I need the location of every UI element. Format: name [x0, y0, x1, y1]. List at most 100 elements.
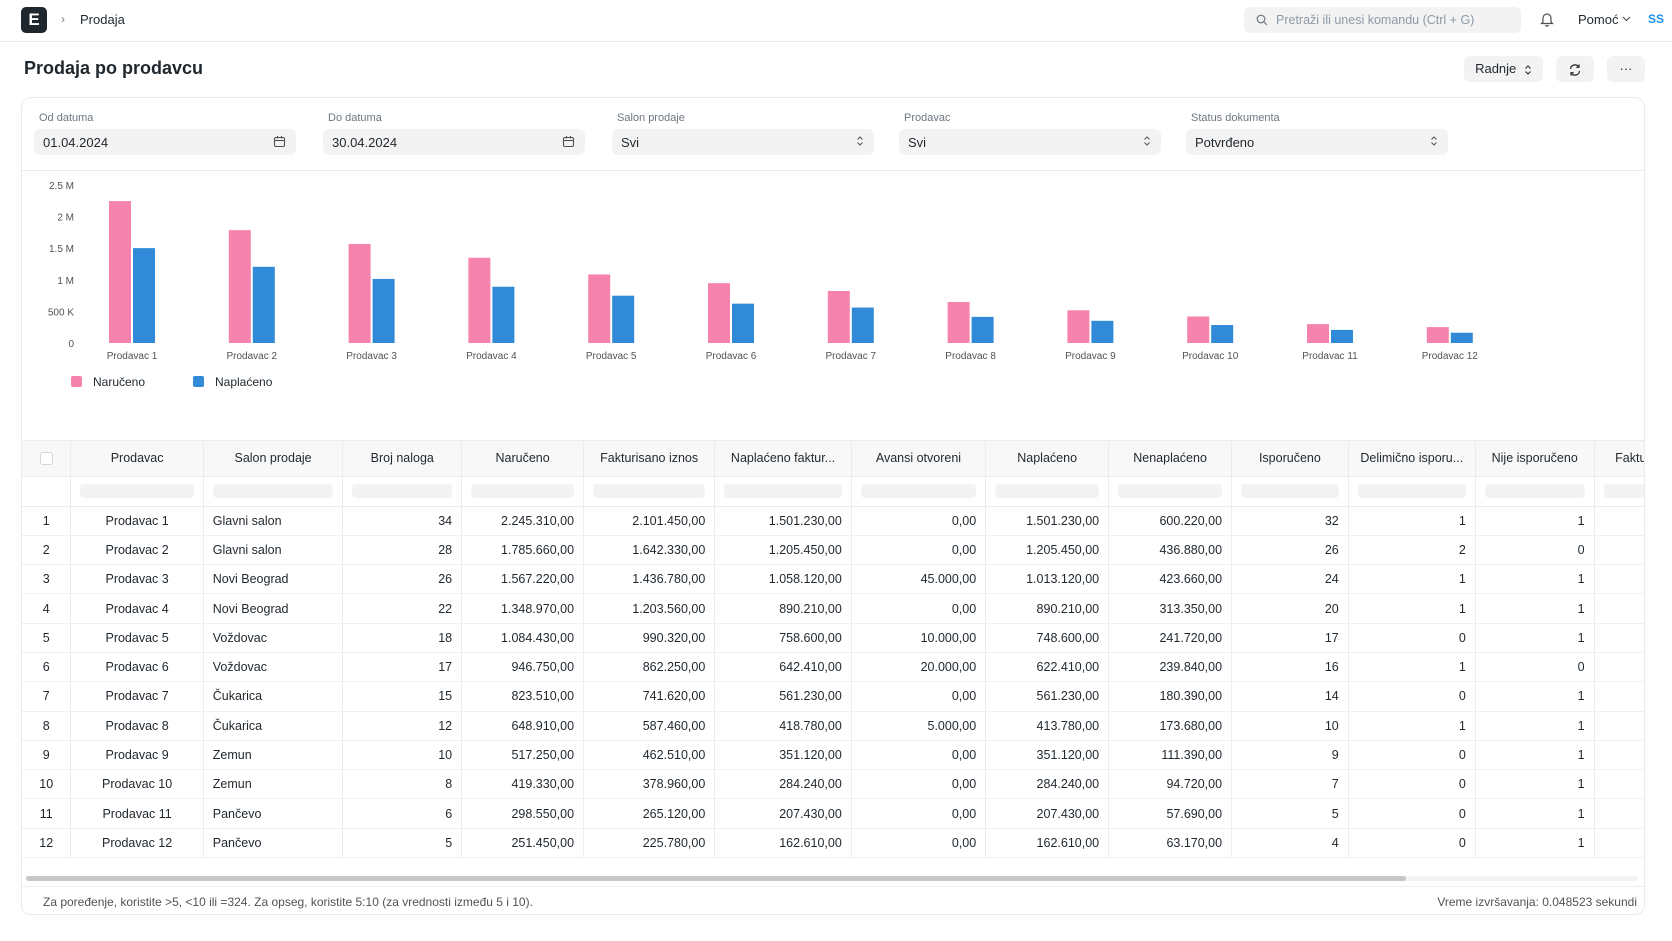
bar-naruceno[interactable]	[947, 301, 970, 343]
prodavac-select[interactable]: Svi	[899, 129, 1161, 155]
table-row[interactable]: 12 Prodavac 12 Pančevo 5 251.450,00 225.780,0…	[22, 828, 1644, 859]
legend-label[interactable]: Naplaćeno	[215, 375, 273, 389]
salon-select[interactable]: Svi	[612, 129, 874, 155]
select-all-checkbox[interactable]	[22, 441, 72, 477]
column-header[interactable]: Fakturisano iznos	[583, 441, 716, 477]
bar-naruceno[interactable]	[1426, 327, 1449, 343]
actions-button[interactable]: Radnje	[1464, 56, 1543, 82]
bar-naplaceno[interactable]	[732, 303, 754, 343]
bar-naruceno[interactable]	[228, 230, 251, 343]
search-bar[interactable]	[1244, 7, 1521, 33]
scroll-thumb[interactable]	[26, 876, 1406, 881]
column-header[interactable]: Salon prodaje	[203, 441, 344, 477]
filter-input-box[interactable]	[593, 484, 706, 498]
filter-input-box[interactable]	[724, 484, 842, 498]
horizontal-scrollbar[interactable]	[26, 874, 1638, 882]
table-row[interactable]: 5 Prodavac 5 Voždovac 18 1.084.430,00 990.320…	[22, 623, 1644, 653]
column-filter-input[interactable]	[1108, 476, 1233, 507]
table-cell: 1	[1348, 711, 1476, 741]
column-header[interactable]: Naplaćeno	[985, 441, 1110, 477]
column-filter-input[interactable]	[714, 476, 852, 507]
column-filter-input[interactable]	[1231, 476, 1349, 507]
table-row[interactable]: 1 Prodavac 1 Glavni salon 34 2.245.310,00 2.1…	[22, 506, 1644, 536]
refresh-button[interactable]	[1556, 56, 1594, 82]
column-header[interactable]: Delimično isporu...	[1348, 441, 1476, 477]
bar-naplaceno[interactable]	[1450, 332, 1473, 343]
filter-input-box[interactable]	[80, 484, 194, 498]
table-row[interactable]: 10 Prodavac 10 Zemun 8 419.330,00 378.960,00 2…	[22, 769, 1644, 800]
bar-naruceno[interactable]	[468, 257, 491, 343]
table-row[interactable]: 3 Prodavac 3 Novi Beograd 26 1.567.220,00 1.4…	[22, 564, 1644, 595]
app-logo[interactable]: E	[21, 7, 47, 33]
user-avatar[interactable]: SS	[1648, 12, 1665, 26]
filter-input-box[interactable]	[212, 484, 334, 498]
calendar-icon	[273, 136, 286, 148]
bar-naplaceno[interactable]	[372, 278, 395, 343]
filter-input-box[interactable]	[1241, 484, 1339, 498]
column-header[interactable]: Naručeno	[461, 441, 585, 477]
column-filter-input[interactable]	[1475, 476, 1595, 507]
column-header[interactable]: Avansi otvoreni	[851, 441, 987, 477]
bar-naplaceno[interactable]	[1211, 325, 1234, 343]
column-header[interactable]: Prodavac	[70, 441, 204, 477]
status-select[interactable]: Potvrđeno	[1186, 129, 1448, 155]
column-filter-input[interactable]	[851, 476, 987, 507]
filter-input-box[interactable]	[1484, 484, 1585, 498]
filter-input-box[interactable]	[1118, 484, 1223, 498]
column-filter-input[interactable]	[583, 476, 716, 507]
help-menu[interactable]: Pomoć	[1578, 12, 1619, 27]
column-filter-input[interactable]	[203, 476, 344, 507]
bar-naruceno[interactable]	[1067, 310, 1090, 343]
filter-input-box[interactable]	[352, 484, 453, 498]
column-header[interactable]: Nije isporučeno	[1475, 441, 1595, 477]
column-filter-input[interactable]	[70, 476, 204, 507]
bar-naruceno[interactable]	[109, 201, 131, 343]
column-filter-input[interactable]	[342, 476, 463, 507]
bar-naruceno[interactable]	[348, 243, 371, 343]
bar-naplaceno[interactable]	[492, 286, 515, 343]
table-cell: 1.205.450,00	[714, 535, 852, 566]
bar-naruceno[interactable]	[1307, 324, 1329, 343]
notification-bell-icon[interactable]	[1540, 11, 1554, 27]
bar-naplaceno[interactable]	[1091, 320, 1114, 343]
table-row[interactable]: 11 Prodavac 11 Pančevo 6 298.550,00 265.120,0…	[22, 798, 1644, 829]
breadcrumb-prodaja[interactable]: Prodaja	[80, 12, 125, 27]
bar-naruceno[interactable]	[588, 274, 611, 343]
filter-input-box[interactable]	[471, 484, 575, 498]
column-filter-input[interactable]	[461, 476, 585, 507]
table-row[interactable]: 4 Prodavac 4 Novi Beograd 22 1.348.970,00 1.2…	[22, 593, 1644, 624]
date-to-input[interactable]: 30.04.2024	[323, 129, 585, 155]
more-options-button[interactable]: ···	[1607, 56, 1645, 82]
column-header[interactable]: Broj naloga	[342, 441, 463, 477]
column-filter-input[interactable]	[985, 476, 1110, 507]
bar-naplaceno[interactable]	[971, 316, 994, 343]
search-input[interactable]	[1276, 11, 1511, 29]
column-header[interactable]: Isporučeno	[1231, 441, 1349, 477]
column-header[interactable]: Naplaćeno faktur...	[714, 441, 852, 477]
column-filter-input[interactable]	[1594, 476, 1644, 507]
table-row[interactable]: 2 Prodavac 2 Glavni salon 28 1.785.660,00 1.6…	[22, 535, 1644, 566]
bar-naruceno[interactable]	[1187, 316, 1210, 343]
bar-naruceno[interactable]	[827, 290, 850, 343]
filter-input-box[interactable]	[1603, 484, 1644, 498]
table-row[interactable]: 6 Prodavac 6 Voždovac 17 946.750,00 862.250,0…	[22, 652, 1644, 683]
bar-naplaceno[interactable]	[612, 295, 635, 343]
bar-naplaceno[interactable]	[252, 266, 275, 343]
date-from-input[interactable]: 01.04.2024	[34, 129, 296, 155]
bar-naplaceno[interactable]	[1331, 329, 1353, 343]
table-row[interactable]: 7 Prodavac 7 Čukarica 15 823.510,00 741.620,0…	[22, 681, 1644, 712]
column-header[interactable]: Nenaplaćeno	[1108, 441, 1233, 477]
table-cell: Prodavac 6	[70, 652, 204, 683]
table-cell: 2	[22, 535, 72, 566]
bar-naplaceno[interactable]	[851, 307, 874, 343]
bar-naruceno[interactable]	[708, 283, 730, 343]
table-row[interactable]: 8 Prodavac 8 Čukarica 12 648.910,00 587.460,0…	[22, 711, 1644, 741]
filter-input-box[interactable]	[860, 484, 977, 498]
filter-input-box[interactable]	[1357, 484, 1466, 498]
column-header[interactable]: Fakturisano	[1594, 441, 1644, 477]
column-filter-input[interactable]	[1348, 476, 1476, 507]
bar-naplaceno[interactable]	[133, 248, 155, 343]
filter-input-box[interactable]	[995, 484, 1100, 498]
legend-label[interactable]: Naručeno	[93, 375, 145, 389]
table-row[interactable]: 9 Prodavac 9 Zemun 10 517.250,00 462.510,00 35…	[22, 740, 1644, 771]
